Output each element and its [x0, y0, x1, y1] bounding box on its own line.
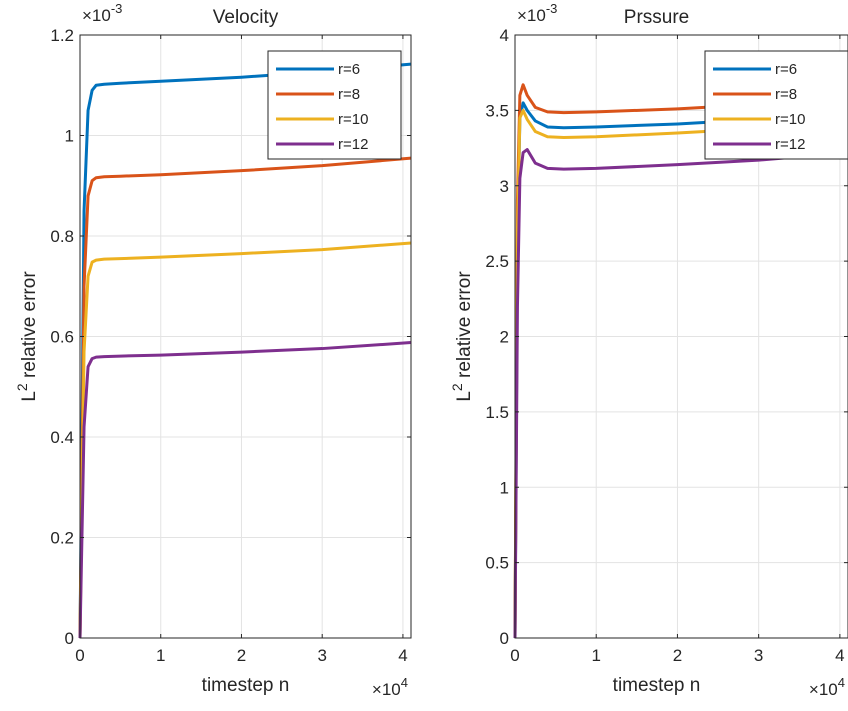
series-line-r-10	[513, 108, 848, 639]
y-tick-label: 2.5	[485, 252, 509, 271]
x-multiplier-base: ×10	[372, 680, 401, 699]
chart-panel-1: 0 1 2 3 4 0 0.2 0.4 0.6 0.8 1 1.2 Velocity timestep n…	[14, 1, 412, 699]
legend-label: r=6	[338, 61, 360, 78]
y-axis-label-base: L	[454, 391, 475, 402]
x-axis-label: timestep n	[613, 675, 701, 696]
y-axis-label: L2 relative error	[14, 271, 40, 402]
y-axis-label: L2 relative error	[449, 271, 475, 402]
y-tick-label: 0.4	[50, 428, 74, 447]
y-multiplier-exp: -3	[546, 1, 558, 16]
x-tick-label: 4	[398, 646, 407, 665]
x-multiplier-exp: 4	[401, 675, 408, 690]
x-axis-label: timestep n	[202, 675, 290, 696]
x-tick-label: 1	[156, 646, 165, 665]
legend-label: r=8	[338, 86, 360, 103]
y-multiplier-exp: -3	[111, 1, 123, 16]
series-line-r-12	[513, 148, 848, 639]
x-tick-label: 2	[237, 646, 246, 665]
y-multiplier-base: ×10	[517, 6, 546, 25]
y-axis-label-rest: relative error	[454, 271, 475, 384]
legend-label: r=10	[775, 111, 805, 128]
legend-label: r=12	[775, 136, 805, 153]
x-multiplier-exp: 4	[838, 675, 845, 690]
chart-title: Velocity	[213, 7, 279, 28]
series-line-r-10	[78, 241, 412, 639]
series-line-r-8	[513, 83, 848, 639]
y-tick-label: 0.5	[485, 554, 509, 573]
y-tick-label: 0.8	[50, 227, 74, 246]
y-tick-label: 2	[500, 328, 509, 347]
x-tick-label: 0	[75, 646, 84, 665]
series-line-r-8	[78, 156, 412, 639]
x-multiplier-base: ×10	[809, 680, 838, 699]
x-tick-label: 3	[754, 646, 763, 665]
y-multiplier: ×10-3	[517, 1, 557, 25]
x-tick-label: 0	[510, 646, 519, 665]
x-tick-label: 3	[317, 646, 326, 665]
y-tick-label: 1.2	[50, 26, 74, 45]
y-tick-label: 1	[65, 127, 74, 146]
x-multiplier: ×104	[809, 675, 845, 699]
y-tick-label: 0.6	[50, 328, 74, 347]
x-tick-label: 2	[673, 646, 682, 665]
y-axis-label-sup: 2	[14, 383, 30, 391]
y-axis-label-rest: relative error	[19, 271, 40, 384]
y-axis-label-base: L	[19, 391, 40, 402]
chart-panel-2: 0 1 2 3 4 0 0.5 1 1.5 2 2.5 3 3.5 4 Prssure timestep n L…	[449, 1, 848, 699]
legend-label: r=12	[338, 136, 368, 153]
y-tick-label: 3	[500, 177, 509, 196]
y-tick-label: 1	[500, 478, 509, 497]
y-multiplier-base: ×10	[82, 6, 111, 25]
y-tick-label: 0	[500, 629, 509, 648]
series-line-r-12	[78, 341, 412, 639]
y-tick-label: 4	[500, 26, 509, 45]
legend: r=6 r=8 r=10 r=12	[267, 50, 402, 160]
y-tick-label: 0.2	[50, 529, 74, 548]
x-tick-label: 1	[591, 646, 600, 665]
x-tick-label: 4	[835, 646, 844, 665]
x-multiplier: ×104	[372, 675, 408, 699]
y-tick-label: 3.5	[485, 101, 509, 120]
legend-label: r=8	[775, 86, 797, 103]
y-tick-label: 1.5	[485, 403, 509, 422]
legend: r=6 r=8 r=10 r=12	[704, 50, 848, 160]
legend-label: r=6	[775, 61, 797, 78]
y-multiplier: ×10-3	[82, 1, 122, 25]
y-tick-label: 0	[65, 629, 74, 648]
chart-title: Prssure	[624, 7, 689, 28]
legend-label: r=10	[338, 111, 368, 128]
y-axis-label-sup: 2	[449, 383, 465, 391]
